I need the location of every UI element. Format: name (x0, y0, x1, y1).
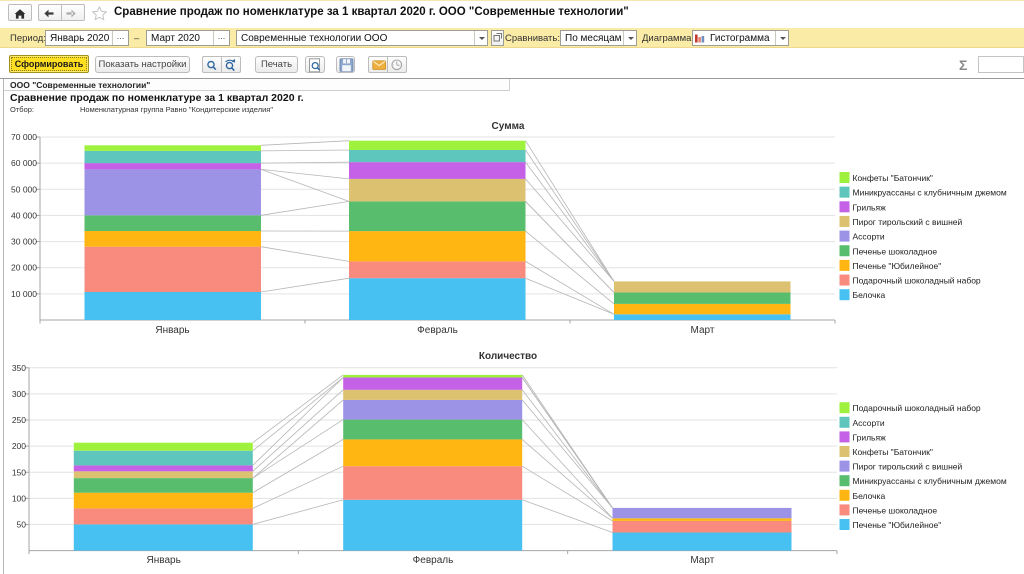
svg-text:10 000: 10 000 (11, 289, 37, 299)
svg-text:Март: Март (690, 555, 714, 566)
svg-text:Январь: Январь (147, 555, 181, 566)
svg-text:Ассорти: Ассорти (853, 418, 885, 428)
svg-text:30 000: 30 000 (11, 237, 37, 247)
svg-text:Февраль: Февраль (413, 555, 454, 566)
svg-text:Конфеты "Батончик": Конфеты "Батончик" (853, 173, 933, 183)
svg-text:Грильяж: Грильяж (853, 202, 887, 212)
svg-text:40 000: 40 000 (11, 210, 37, 220)
svg-text:Печенье "Юбилейное": Печенье "Юбилейное" (853, 520, 942, 530)
svg-text:Белочка: Белочка (853, 491, 886, 501)
svg-text:70 000: 70 000 (11, 132, 37, 142)
svg-text:Январь: Январь (155, 325, 189, 336)
svg-text:Печенье "Юбилейное": Печенье "Юбилейное" (853, 261, 942, 271)
svg-text:Количество: Количество (479, 351, 537, 362)
svg-text:Белочка: Белочка (853, 290, 886, 300)
svg-text:20 000: 20 000 (11, 263, 37, 273)
svg-text:Подарочный шоколадный набор: Подарочный шоколадный набор (853, 403, 981, 413)
svg-text:Сумма: Сумма (492, 121, 525, 132)
svg-text:350: 350 (12, 363, 26, 373)
svg-text:Миникруассаны с клубничным дже: Миникруассаны с клубничным джемом (853, 188, 1007, 198)
svg-text:Подарочный шоколадный набор: Подарочный шоколадный набор (853, 276, 981, 286)
svg-text:Февраль: Февраль (417, 325, 458, 336)
svg-text:Ассорти: Ассорти (853, 232, 885, 242)
svg-text:Март: Март (691, 325, 715, 336)
svg-text:Пирог тирольский с вишней: Пирог тирольский с вишней (853, 217, 963, 227)
svg-text:300: 300 (12, 389, 26, 399)
svg-text:Печенье шоколадное: Печенье шоколадное (853, 246, 938, 256)
svg-text:250: 250 (12, 415, 26, 425)
svg-text:Печенье шоколадное: Печенье шоколадное (853, 505, 938, 515)
svg-text:Конфеты "Батончик": Конфеты "Батончик" (853, 447, 933, 457)
svg-text:Грильяж: Грильяж (853, 432, 887, 442)
svg-text:50: 50 (17, 519, 27, 529)
svg-text:150: 150 (12, 467, 26, 477)
svg-text:Миникруассаны с клубничным дже: Миникруассаны с клубничным джемом (853, 476, 1007, 486)
svg-text:Пирог тирольский с вишней: Пирог тирольский с вишней (853, 462, 963, 472)
svg-text:200: 200 (12, 441, 26, 451)
svg-text:60 000: 60 000 (11, 158, 37, 168)
svg-text:100: 100 (12, 493, 26, 503)
svg-text:50 000: 50 000 (11, 184, 37, 194)
